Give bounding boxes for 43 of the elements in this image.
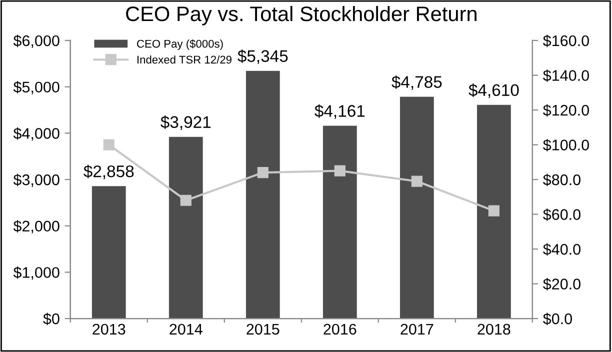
y-tick-label: $4,000: [13, 127, 60, 141]
point: [411, 176, 422, 187]
bar: [246, 70, 280, 319]
y-tick-label: $1,000: [13, 266, 60, 280]
bar: [92, 186, 126, 319]
data-label: $4,161: [314, 104, 365, 119]
y2-tick-label: $140.0: [543, 69, 589, 82]
chart-title: CEO Pay vs. Total Stockholder Return: [126, 6, 476, 26]
data-label: $3,921: [160, 115, 211, 130]
x-tick-label: 2016: [324, 324, 356, 335]
x-tick-label: 2017: [400, 324, 434, 335]
bar: [322, 126, 357, 319]
y2-tick-label: $80.0: [543, 174, 580, 186]
y2-tick-label: $160.0: [543, 34, 589, 48]
x-tick-label: 2013: [92, 324, 126, 335]
y-tick-label: $2,000: [13, 220, 60, 234]
point: [488, 205, 500, 216]
point: [180, 194, 192, 206]
data-label: $2,858: [84, 164, 134, 180]
y2-tick-label: $60.0: [543, 208, 580, 221]
y-tick-label: $6,000: [13, 34, 60, 48]
legend-label: Indexed TSR 12/29: [137, 55, 232, 64]
y2-tick-label: $20.0: [543, 278, 580, 290]
y2-tick-label: $40.0: [543, 243, 580, 256]
y-tick-label: $5,000: [13, 81, 60, 94]
x-tick-label: 2015: [246, 324, 280, 335]
legend-label: CEO Pay ($000s): [137, 39, 223, 50]
x-tick-label: 2018: [478, 324, 510, 335]
y2-tick-label: $0.0: [543, 312, 572, 326]
bar: [476, 104, 511, 319]
bar: [400, 96, 434, 319]
bar: [168, 136, 203, 319]
point: [334, 165, 346, 176]
y2-tick-label: $120.0: [543, 104, 589, 117]
y-tick-label: $3,000: [13, 174, 60, 188]
data-label: $4,610: [468, 84, 519, 98]
y-tick-label: $0: [43, 312, 60, 326]
point: [257, 167, 268, 178]
y2-tick-label: $100.0: [543, 138, 589, 152]
x-tick-label: 2014: [170, 324, 202, 335]
data-label: $5,345: [238, 49, 288, 64]
point: [103, 139, 114, 150]
data-label: $4,785: [392, 75, 442, 90]
